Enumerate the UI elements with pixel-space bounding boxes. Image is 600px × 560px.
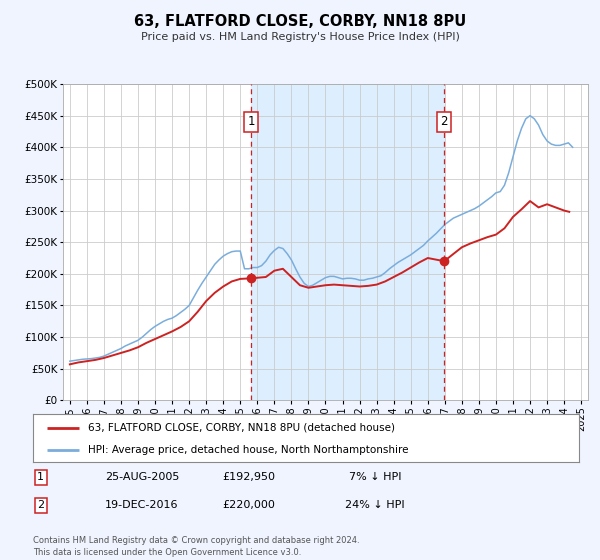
Text: 19-DEC-2016: 19-DEC-2016 <box>105 500 179 510</box>
Text: 63, FLATFORD CLOSE, CORBY, NN18 8PU (detached house): 63, FLATFORD CLOSE, CORBY, NN18 8PU (det… <box>88 423 395 433</box>
Text: 2: 2 <box>440 115 448 128</box>
Text: HPI: Average price, detached house, North Northamptonshire: HPI: Average price, detached house, Nort… <box>88 445 408 455</box>
Text: Contains HM Land Registry data © Crown copyright and database right 2024.
This d: Contains HM Land Registry data © Crown c… <box>33 536 359 557</box>
Text: 24% ↓ HPI: 24% ↓ HPI <box>345 500 405 510</box>
Text: 1: 1 <box>248 115 255 128</box>
Text: 7% ↓ HPI: 7% ↓ HPI <box>349 472 401 482</box>
Bar <box>251 84 444 400</box>
Text: 1: 1 <box>37 472 44 482</box>
Text: 25-AUG-2005: 25-AUG-2005 <box>105 472 179 482</box>
Text: 63, FLATFORD CLOSE, CORBY, NN18 8PU: 63, FLATFORD CLOSE, CORBY, NN18 8PU <box>134 14 466 29</box>
Text: £220,000: £220,000 <box>223 500 275 510</box>
Text: Price paid vs. HM Land Registry's House Price Index (HPI): Price paid vs. HM Land Registry's House … <box>140 32 460 43</box>
Text: 2: 2 <box>37 500 44 510</box>
Text: £192,950: £192,950 <box>223 472 275 482</box>
